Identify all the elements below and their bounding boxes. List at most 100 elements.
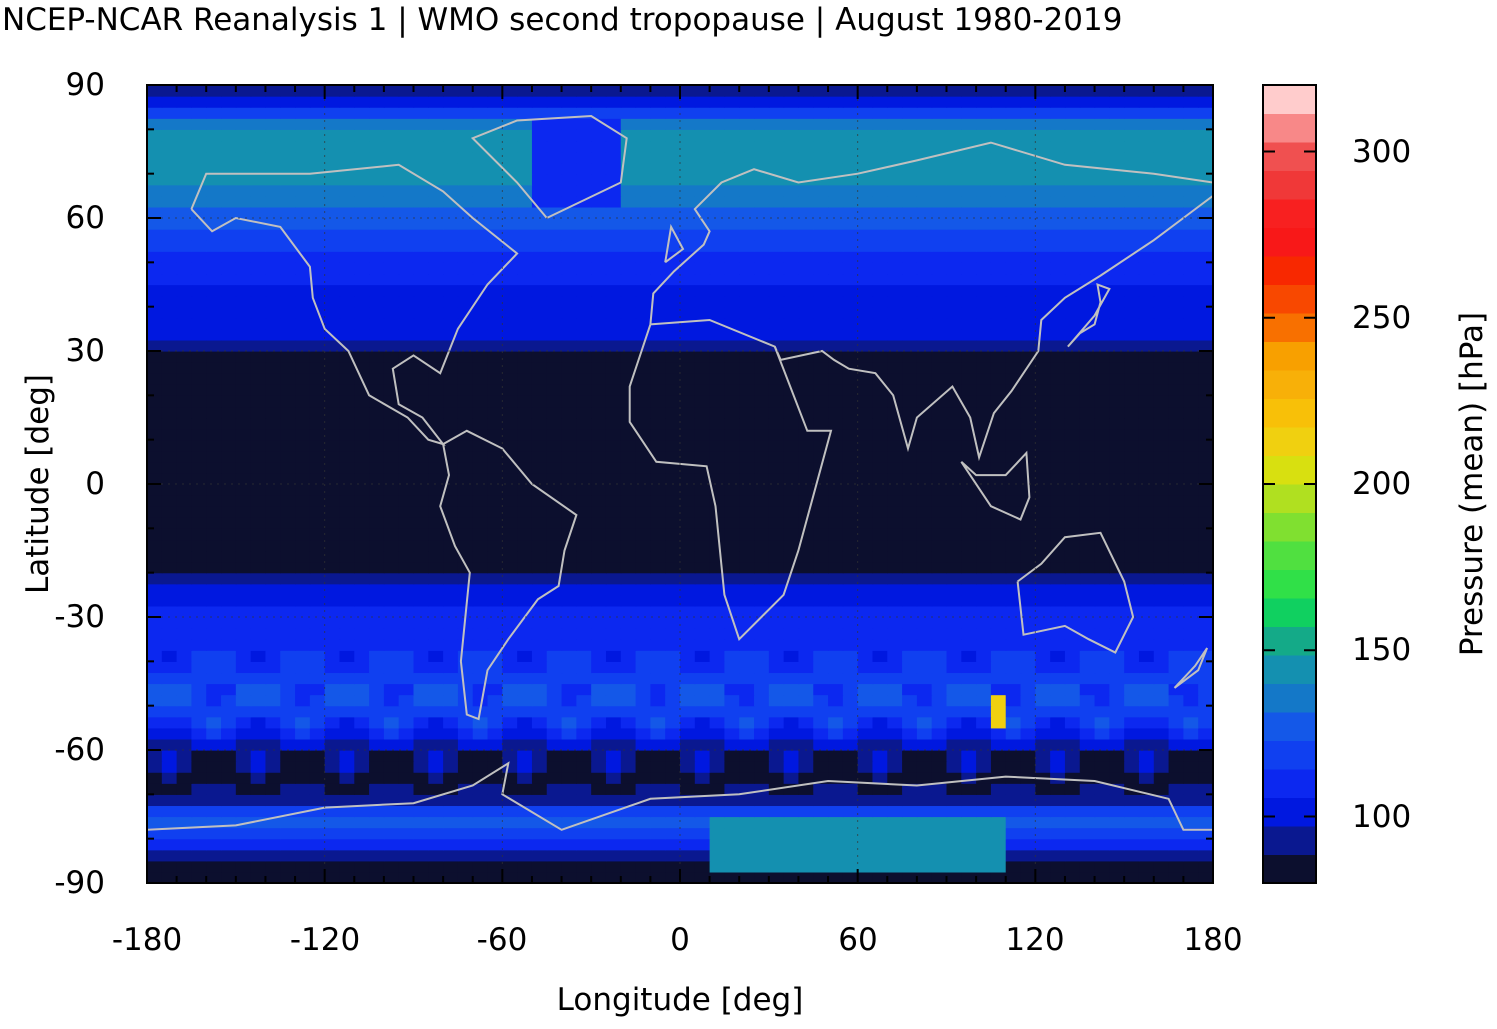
heatmap-cell: [976, 860, 992, 873]
heatmap-cell: [783, 772, 800, 784]
heatmap-cell: [1168, 306, 1184, 319]
heatmap-cell: [739, 661, 755, 674]
heatmap-cell: [620, 240, 637, 252]
heatmap-cell: [1198, 173, 1213, 186]
heatmap-cell: [990, 605, 1007, 618]
heatmap-cell: [561, 384, 577, 396]
heatmap-cell: [191, 450, 207, 463]
heatmap-cell: [576, 628, 592, 640]
heatmap-cell: [754, 650, 770, 662]
heatmap-cell: [783, 317, 800, 330]
heatmap-cell: [324, 495, 341, 507]
heatmap-cell: [990, 816, 1007, 829]
heatmap-cell: [546, 218, 563, 230]
heatmap-cell: [235, 317, 252, 330]
heatmap-cell: [147, 561, 163, 574]
heatmap-cell: [990, 539, 1007, 552]
heatmap-cell: [680, 827, 696, 840]
heatmap-cell: [739, 362, 755, 374]
heatmap-cell: [295, 506, 311, 518]
heatmap-cell: [1153, 528, 1170, 541]
heatmap-cell: [828, 816, 844, 829]
heatmap-cell: [339, 860, 355, 873]
heatmap-cell: [487, 617, 503, 629]
heatmap-cell: [191, 118, 207, 130]
heatmap-cell: [176, 240, 193, 252]
heatmap-cell: [250, 860, 267, 873]
heatmap-cell: [1094, 273, 1110, 286]
heatmap-cell: [309, 317, 326, 330]
heatmap-cell: [531, 406, 548, 419]
heatmap-cell: [1020, 428, 1036, 441]
heatmap-cell: [724, 162, 740, 175]
heatmap-cell: [709, 694, 726, 707]
heatmap-cell: [635, 472, 651, 485]
heatmap-cell: [990, 572, 1007, 585]
heatmap-cell: [235, 761, 252, 773]
heatmap-cell: [1064, 650, 1081, 662]
heatmap-cell: [887, 506, 903, 518]
heatmap-cell: [161, 550, 178, 563]
heatmap-cell: [472, 761, 489, 773]
heatmap-cell: [221, 162, 237, 175]
heatmap-cell: [502, 849, 518, 862]
heatmap-cell: [339, 295, 355, 308]
heatmap-cell: [635, 816, 651, 829]
heatmap-cell: [1109, 661, 1125, 674]
heatmap-cell: [1064, 306, 1081, 319]
heatmap-cell: [221, 218, 237, 230]
heatmap-cell: [1124, 317, 1140, 330]
heatmap-cell: [1064, 495, 1081, 507]
heatmap-cell: [783, 860, 800, 873]
heatmap-cell: [902, 273, 918, 286]
heatmap-cell: [1124, 306, 1140, 319]
heatmap-cell: [680, 162, 696, 175]
heatmap-cell: [1035, 561, 1051, 574]
heatmap-cell: [176, 495, 193, 507]
heatmap-cell: [1138, 384, 1155, 396]
heatmap-cell: [176, 218, 193, 230]
heatmap-cell: [265, 772, 281, 784]
heatmap-cell: [191, 140, 207, 153]
heatmap-cell: [591, 639, 607, 651]
heatmap-cell: [487, 184, 503, 197]
heatmap-cell: [309, 805, 326, 818]
heatmap-cell: [650, 617, 666, 629]
heatmap-cell: [1079, 140, 1096, 153]
heatmap-cell: [443, 849, 459, 862]
heatmap-cell: [990, 849, 1007, 862]
heatmap-cell: [1050, 339, 1066, 352]
heatmap-cell: [1183, 417, 1199, 430]
heatmap-cell: [887, 816, 903, 829]
heatmap-cell: [620, 306, 637, 319]
heatmap-cell: [1183, 550, 1199, 563]
heatmap-cell: [443, 650, 459, 662]
heatmap-cell: [946, 816, 962, 829]
heatmap-cell: [680, 539, 696, 552]
heatmap-cell: [1020, 118, 1036, 130]
heatmap-cell: [369, 639, 385, 651]
heatmap-cell: [857, 772, 874, 784]
heatmap-cell: [813, 860, 829, 873]
heatmap-cell: [354, 716, 370, 729]
heatmap-cell: [754, 539, 770, 552]
heatmap-cell: [1168, 539, 1184, 552]
heatmap-cell: [531, 639, 548, 651]
heatmap-cell: [324, 738, 341, 751]
heatmap-cell: [206, 617, 222, 629]
heatmap-cell: [428, 273, 444, 286]
heatmap-cell: [1109, 583, 1125, 596]
heatmap-cell: [680, 561, 696, 574]
heatmap-cell: [1198, 860, 1213, 873]
heatmap-cell: [813, 495, 829, 507]
heatmap-cell: [635, 550, 651, 563]
heatmap-cell: [620, 506, 637, 518]
heatmap-cell: [309, 605, 326, 618]
heatmap-cell: [650, 639, 666, 651]
heatmap-cell: [265, 594, 281, 607]
heatmap-cell: [280, 218, 296, 230]
heatmap-cell: [280, 173, 296, 186]
heatmap-cell: [1168, 694, 1184, 707]
heatmap-cell: [916, 716, 933, 729]
heatmap-cell: [339, 450, 355, 463]
